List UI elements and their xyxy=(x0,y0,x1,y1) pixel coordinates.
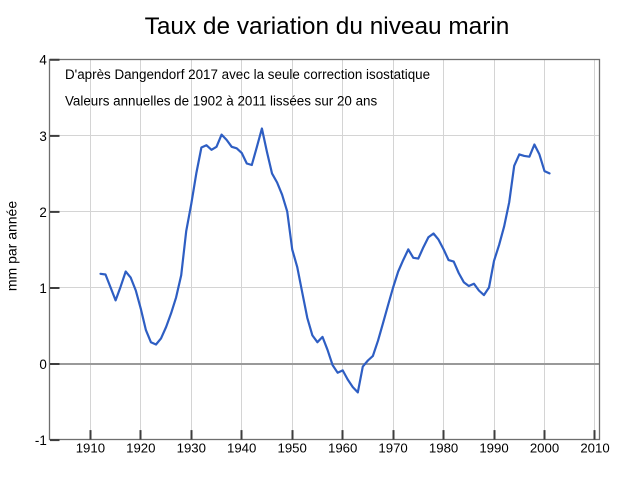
svg-text:-1: -1 xyxy=(35,433,47,448)
svg-text:mm par année: mm par année xyxy=(3,201,19,291)
svg-text:2000: 2000 xyxy=(530,441,559,456)
svg-text:Valeurs annuelles de 1902 à 20: Valeurs annuelles de 1902 à 2011 lissées… xyxy=(65,94,377,109)
svg-text:1990: 1990 xyxy=(479,441,508,456)
svg-text:3: 3 xyxy=(39,129,46,144)
svg-text:2: 2 xyxy=(39,205,46,220)
svg-text:4: 4 xyxy=(39,53,47,68)
svg-text:1920: 1920 xyxy=(126,441,155,456)
svg-text:2010: 2010 xyxy=(580,441,609,456)
svg-text:Taux de variation du niveau ma: Taux de variation du niveau marin xyxy=(145,13,510,40)
svg-text:1970: 1970 xyxy=(378,441,407,456)
svg-text:1980: 1980 xyxy=(429,441,458,456)
svg-text:1: 1 xyxy=(39,281,46,296)
svg-text:1910: 1910 xyxy=(76,441,105,456)
svg-text:D'après Dangendorf 2017 avec l: D'après Dangendorf 2017 avec la seule co… xyxy=(65,67,430,82)
svg-text:1960: 1960 xyxy=(328,441,357,456)
svg-text:1950: 1950 xyxy=(278,441,307,456)
svg-text:0: 0 xyxy=(39,357,46,372)
svg-text:1930: 1930 xyxy=(177,441,206,456)
svg-text:1940: 1940 xyxy=(227,441,256,456)
